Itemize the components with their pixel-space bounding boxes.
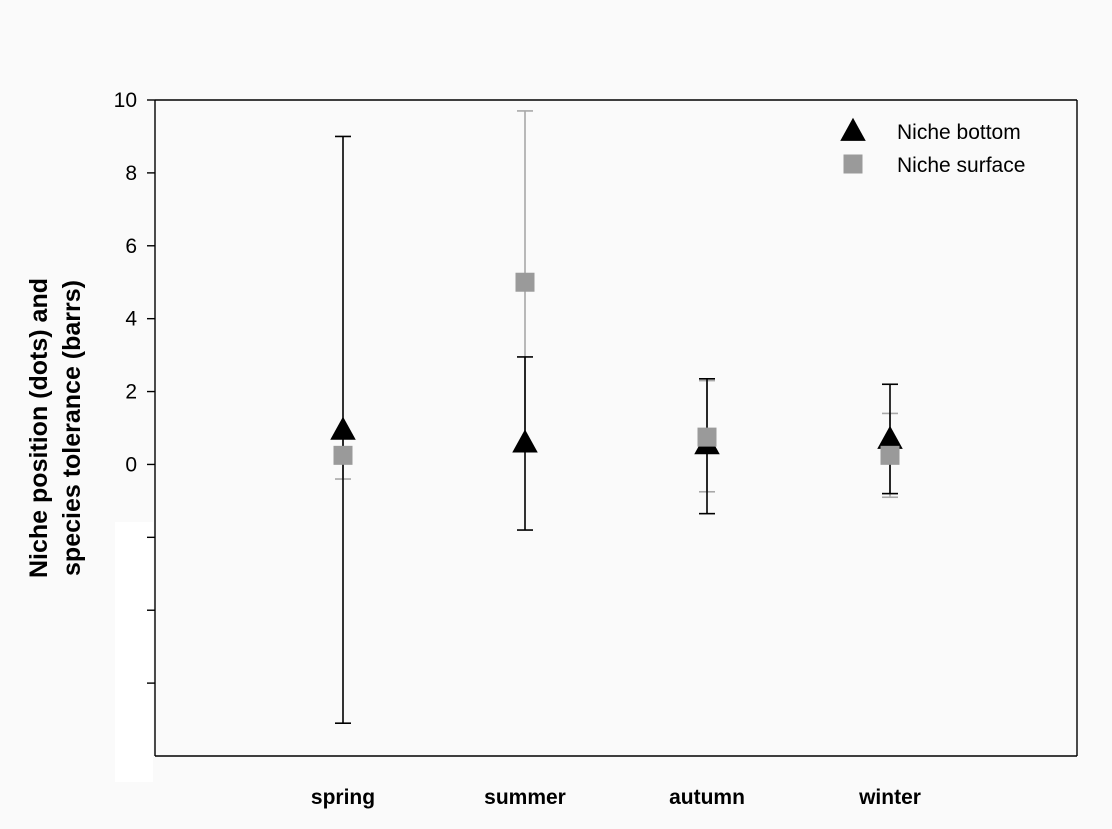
data-point-niche-bottom <box>877 425 903 449</box>
y-axis-label: species tolerance (barrs) <box>58 280 86 576</box>
data-point-niche-surface <box>515 272 535 292</box>
axis-mask <box>115 522 153 782</box>
data-point-niche-surface <box>697 427 717 447</box>
y-tick-label: 2 <box>125 381 137 404</box>
y-tick-label: 10 <box>114 89 137 112</box>
x-tick-label: spring <box>311 786 375 809</box>
data-point-niche-bottom <box>512 429 538 453</box>
y-tick-label: 6 <box>125 235 137 258</box>
legend-label: Niche bottom <box>897 121 1021 144</box>
data-point-niche-surface <box>333 445 353 465</box>
x-tick-label: autumn <box>669 786 745 809</box>
data-point-niche-surface <box>880 445 900 465</box>
legend-marker-niche-bottom <box>840 117 866 141</box>
y-tick-label: 4 <box>125 308 137 331</box>
y-tick-label: 0 <box>125 453 137 476</box>
x-tick-label: winter <box>858 786 921 809</box>
legend-label: Niche surface <box>897 154 1025 177</box>
y-tick-label: 8 <box>125 162 137 185</box>
y-axis-label: Niche position (dots) and <box>25 278 53 578</box>
data-point-niche-bottom <box>330 416 356 440</box>
legend-marker-niche-surface <box>843 154 863 174</box>
x-tick-label: summer <box>484 786 566 809</box>
